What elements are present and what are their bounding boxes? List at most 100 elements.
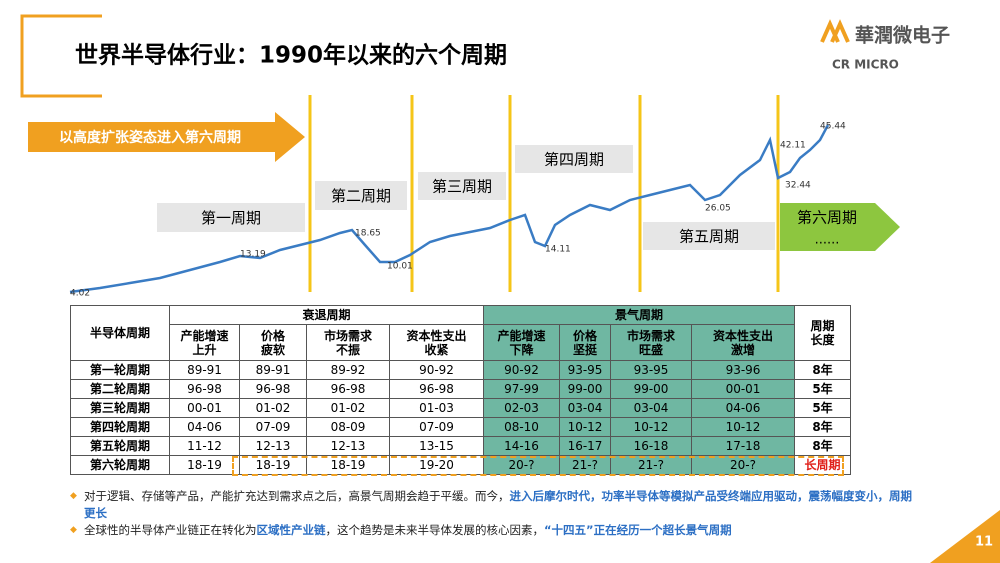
table-cell: 99-00 (610, 379, 692, 399)
table-cell: 10-12 (610, 417, 692, 437)
table-row: 第四轮周期 04-06 07-09 08-09 07-09 08-10 10-12 10-12… (70, 417, 851, 437)
bullet-segment: 进入后摩尔时代，功率半导体等模拟产品受终端应用驱动，震荡幅度变小，周期更长 (84, 489, 912, 520)
price-label: 4.02 (70, 289, 90, 299)
table-cell: 93-96 (691, 360, 795, 380)
table-cell: 00-01 (691, 379, 795, 399)
cycle-label: 第四周期 (544, 151, 604, 169)
table-cell: 17-18 (691, 436, 795, 456)
table-cell: 18-19 (239, 455, 307, 475)
cycle-box (515, 145, 633, 173)
column-header-line: 产能增速 (497, 328, 546, 343)
table-cell: 93-95 (559, 360, 611, 380)
row-label: 第四轮周期 (70, 417, 170, 437)
table-cell: 10-12 (691, 417, 795, 437)
column-header: 价格 疲软 (239, 324, 307, 361)
column-header-line: 收紧 (424, 342, 449, 357)
column-header-line: 价格 (572, 328, 597, 343)
table-cell: 01-02 (306, 398, 390, 418)
bullet-segment: 全球性的半导体产业链正在转化为 (84, 523, 257, 537)
table-cell: 02-03 (483, 398, 560, 418)
column-header: 资本性支出 激增 (691, 324, 795, 361)
row-header-title: 半导体周期 (70, 305, 170, 361)
price-label: 10.01 (387, 262, 413, 272)
cycle-box (157, 203, 305, 232)
cycle-label: 第二周期 (331, 187, 391, 205)
cycle-box (418, 172, 506, 200)
bullet-segment: 区域性产业链 (256, 523, 326, 537)
table-cell: 96-98 (169, 379, 240, 399)
table-cell: 04-06 (691, 398, 795, 418)
banner-arrow (28, 112, 305, 162)
table-row: 第五轮周期 11-12 12-13 12-13 13-15 14-16 16-17 16-18… (70, 436, 851, 456)
table-cell: 96-98 (306, 379, 390, 399)
table-cell: 01-02 (239, 398, 307, 418)
column-header: 市场需求 不振 (306, 324, 390, 361)
corner-bracket (20, 14, 102, 98)
table-row: 第三轮周期 00-01 01-02 01-02 01-03 02-03 03-04 03-04… (70, 398, 851, 418)
table-cell: 8年 (794, 417, 851, 437)
row-label: 第五轮周期 (70, 436, 170, 456)
page-number: 11 (975, 535, 993, 550)
bullets: 对于逻辑、存储等产品，产能扩充达到需求点之后，高景气周期会趋于平缓。而今，进入后… (70, 488, 920, 539)
column-header-line: 旺盛 (638, 342, 663, 357)
cycle-box (315, 181, 407, 210)
column-header-line: 资本性支出 (406, 328, 467, 343)
table-cell: 01-03 (389, 398, 484, 418)
column-header-line: 激增 (730, 342, 755, 357)
table-row: 第六轮周期 18-19 18-19 18-19 19-20 20-? 21-? 21-? 20-… (70, 455, 851, 475)
column-header: 产能增速 下降 (483, 324, 560, 361)
table-cell: 20-? (483, 455, 560, 475)
corner-triangle (930, 510, 1000, 563)
table-cell: 89-92 (306, 360, 390, 380)
highlight-box (232, 456, 844, 476)
column-header-line: 产能增速 (180, 328, 229, 343)
table-cell: 99-00 (559, 379, 611, 399)
row-label: 第二轮周期 (70, 379, 170, 399)
table-cell: 08-09 (306, 417, 390, 437)
table-cell: 03-04 (559, 398, 611, 418)
cycle-box (643, 222, 775, 250)
column-header-line: 下降 (509, 342, 534, 357)
table-cell: 12-13 (306, 436, 390, 456)
price-label: 26.05 (705, 204, 731, 214)
cycle-label: 第一周期 (201, 209, 261, 227)
table-cell: 90-92 (483, 360, 560, 380)
table-cell: 08-10 (483, 417, 560, 437)
price-label: 18.65 (355, 229, 381, 239)
length-header: 周期 长度 (794, 305, 851, 361)
table-cell: 89-91 (239, 360, 307, 380)
table-cell: 97-99 (483, 379, 560, 399)
table-cell: 8年 (794, 436, 851, 456)
table-cell: 04-06 (169, 417, 240, 437)
cycle-label: 第五周期 (679, 228, 739, 246)
table-cell: 12-13 (239, 436, 307, 456)
column-header-line: 疲软 (260, 342, 285, 357)
table-cell: 93-95 (610, 360, 692, 380)
boom-header: 景气周期 (483, 305, 795, 325)
table-cell: 14-16 (483, 436, 560, 456)
table-cell: 13-15 (389, 436, 484, 456)
table-cell: 5年 (794, 398, 851, 418)
table-cell: 96-98 (239, 379, 307, 399)
title: 世界半导体行业：1990年以来的六个周期 (75, 42, 507, 69)
column-header-line: 坚挺 (572, 342, 597, 357)
bullet: 对于逻辑、存储等产品，产能扩充达到需求点之后，高景气周期会趋于平缓。而今，进入后… (70, 488, 920, 522)
table-cell: 5年 (794, 379, 851, 399)
logo-name: 華潤微电子 (855, 24, 950, 47)
sixth-cycle-box (780, 203, 900, 251)
logo-sub: CR MICRO (832, 58, 899, 72)
table-row: 第二轮周期 96-98 96-98 96-98 96-98 97-99 99-00 99-00… (70, 379, 851, 399)
banner-text: 以高度扩张姿态进入第六周期 (59, 129, 241, 146)
table-cell: 20-? (691, 455, 795, 475)
bullet-segment: ，这个趋势是未来半导体发展的核心因素， (325, 523, 545, 537)
table-cell: 16-17 (559, 436, 611, 456)
table-cell: 16-18 (610, 436, 692, 456)
cycle-label: 第三周期 (432, 178, 492, 196)
header-row: 半导体周期 衰退周期 景气周期 周期 长度 (70, 305, 851, 361)
column-header-line: 市场需求 (626, 328, 675, 343)
length-header-line: 周期 (810, 319, 835, 333)
price-label: 32.44 (785, 181, 811, 191)
table-cell: 11-12 (169, 436, 240, 456)
table-cell: 18-19 (169, 455, 240, 475)
